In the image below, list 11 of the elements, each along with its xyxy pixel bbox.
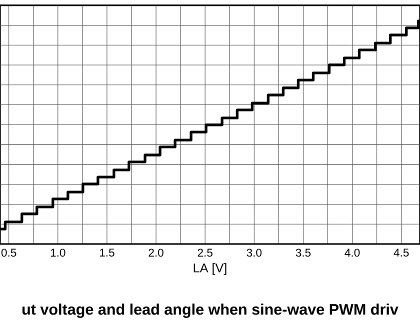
x-tick-label: 4.5 [394,248,409,257]
x-tick-label: 1.0 [50,248,66,257]
x-tick-label: 1.5 [100,248,114,257]
text: ut voltage and lead angle when sine-wave PWM driv [22,304,398,318]
x-tick-label: 2.0 [148,248,164,257]
x-tick-label: 4.0 [344,248,360,257]
x-tick-label: 2.5 [198,248,212,257]
x-tick-label: 0.5 [1,248,16,257]
x-axis-title: LA [V] [194,263,226,275]
x-tick-label: 3.0 [246,248,262,257]
x-tick-label: 3.5 [296,248,311,257]
